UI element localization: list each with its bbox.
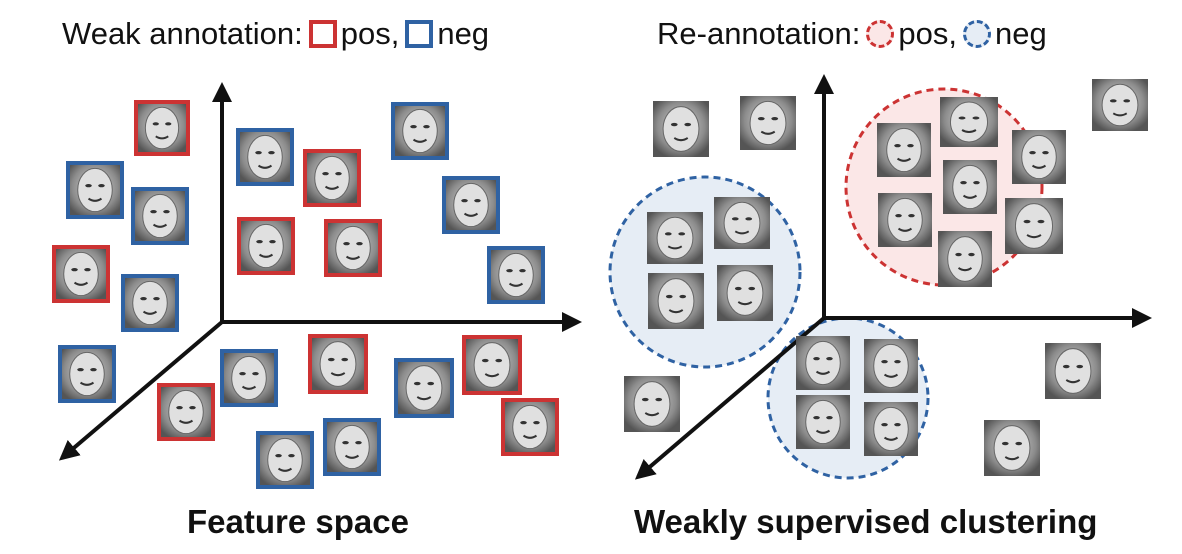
left-face-14 xyxy=(442,176,500,234)
left-face-12 xyxy=(324,219,382,277)
left-face-21 xyxy=(323,418,381,476)
right-face-12 xyxy=(714,197,770,249)
left-face-11 xyxy=(237,217,295,275)
left-face-20 xyxy=(256,431,314,489)
left-face-7 xyxy=(157,383,215,441)
neg-box-swatch-icon xyxy=(405,20,434,48)
right-axes xyxy=(634,74,1152,480)
left-face-6 xyxy=(58,345,116,403)
re-annotation-title: Re-annotation: xyxy=(657,16,861,51)
left-face-2 xyxy=(66,161,124,219)
right-face-11 xyxy=(647,212,703,264)
feature-space-caption: Feature space xyxy=(187,503,409,540)
left-face-5 xyxy=(121,274,179,332)
right-face-4 xyxy=(877,123,931,177)
clustering-caption: Weakly supervised clustering xyxy=(634,503,1098,540)
right-face-20 xyxy=(1045,343,1101,399)
right-face-9 xyxy=(1005,198,1063,254)
right-face-16 xyxy=(864,339,918,393)
left-face-8 xyxy=(220,349,278,407)
left-face-17 xyxy=(394,358,454,418)
right-face-18 xyxy=(864,402,918,456)
left-face-1 xyxy=(134,100,190,156)
weak-pos-label: pos, xyxy=(340,16,400,51)
pos-box-swatch-icon xyxy=(308,20,337,48)
right-face-8 xyxy=(878,193,932,247)
left-face-4 xyxy=(52,245,110,303)
weak-annotation-title: Weak annotation: xyxy=(62,16,303,51)
right-face-13 xyxy=(648,273,704,329)
left-face-9 xyxy=(236,128,294,186)
right-face-17 xyxy=(796,395,850,449)
right-face-15 xyxy=(796,336,850,390)
neg-cluster-swatch-icon xyxy=(962,20,991,48)
left-face-13 xyxy=(391,102,449,160)
left-face-18 xyxy=(462,335,522,395)
right-face-7 xyxy=(943,160,997,214)
weak-annotation-legend: Weak annotation: pos, neg xyxy=(62,16,489,52)
right-z-axis xyxy=(634,316,826,480)
right-face-21 xyxy=(984,420,1040,476)
right-face-5 xyxy=(940,97,998,147)
right-face-6 xyxy=(1012,130,1066,184)
left-axes xyxy=(58,82,582,461)
right-face-3 xyxy=(1092,79,1148,131)
re-annotation-legend: Re-annotation: pos, neg xyxy=(657,16,1047,52)
right-face-1 xyxy=(653,101,709,157)
left-face-thumbnails xyxy=(52,100,559,489)
re-neg-label: neg xyxy=(994,16,1047,51)
right-face-10 xyxy=(938,231,992,287)
right-face-2 xyxy=(740,96,796,150)
right-face-19 xyxy=(624,376,680,432)
left-face-10 xyxy=(303,149,361,207)
left-face-16 xyxy=(308,334,368,394)
pos-cluster-swatch-icon xyxy=(866,20,895,48)
right-face-thumbnails xyxy=(624,79,1148,476)
left-z-axis xyxy=(58,320,224,461)
left-face-3 xyxy=(131,187,189,245)
weak-neg-label: neg xyxy=(437,16,490,51)
left-face-15 xyxy=(487,246,545,304)
left-face-19 xyxy=(501,398,559,456)
re-pos-label: pos, xyxy=(898,16,957,51)
right-face-14 xyxy=(717,265,773,321)
